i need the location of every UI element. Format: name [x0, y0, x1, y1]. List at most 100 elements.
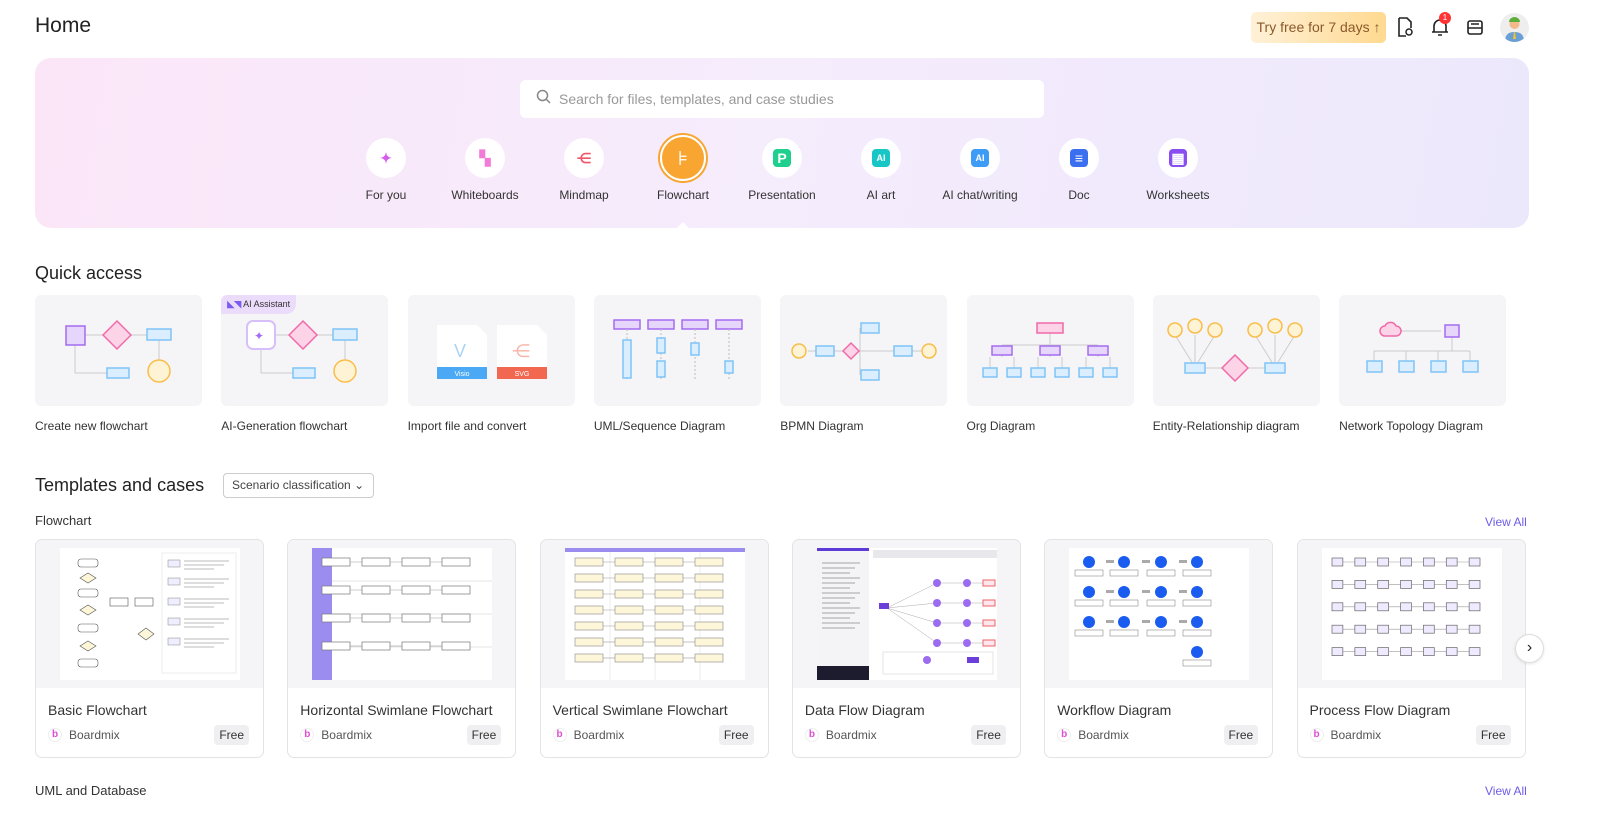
chevron-down-icon: ⌄	[354, 478, 365, 492]
arrow-up-icon: ↑	[1373, 19, 1381, 35]
category-ai-art[interactable]: AI AI art	[831, 138, 931, 202]
flowchart-icon: ⊧	[660, 135, 706, 181]
scenario-classification-dropdown[interactable]: Scenario classification ⌄	[223, 473, 374, 498]
author-name: Boardmix	[825, 728, 877, 742]
category-doc[interactable]: ≡ Doc	[1029, 138, 1129, 202]
template-author: b Boardmix	[300, 728, 372, 742]
uml-sequence-diagram-thumbnail	[593, 295, 761, 406]
category-for-you[interactable]: ✦ For you	[336, 138, 436, 202]
template-name: Horizontal Swimlane Flowchart	[300, 702, 493, 718]
templates-title: Templates and cases	[35, 475, 205, 495]
active-pointer	[676, 222, 690, 229]
price-badge: Free	[1475, 725, 1511, 745]
ai-generation-flowchart-thumbnail: ✦ ◣◥ AI Assistant	[221, 295, 389, 406]
quick-access-label: AI-Generation flowchart	[221, 419, 348, 433]
whiteboard-icon: ▚	[465, 138, 505, 178]
category-label: Whiteboards	[451, 188, 519, 202]
view-all-flowchart-link[interactable]: View All	[1485, 515, 1527, 529]
category-label: For you	[365, 188, 407, 202]
template-author: b Boardmix	[48, 728, 120, 742]
svg-text:Visio: Visio	[454, 371, 469, 378]
sparkle-icon: ✦	[366, 138, 406, 178]
worksheet-icon: ▦	[1158, 138, 1198, 178]
quick-access-title: Quick access	[35, 263, 143, 283]
ai-assistant-tag: ◣◥ AI Assistant	[221, 295, 297, 314]
template-card-horizontal-swimlane-flowchart[interactable]: Horizontal Swimlane Flowchart b Boardmix Fr…	[287, 539, 517, 758]
quick-access-label: Import file and convert	[407, 419, 527, 433]
ai-tag-label: AI Assistant	[243, 299, 291, 309]
quick-access-import-file-and-convert[interactable]: Visio V SVG ⋲ Import file and convert	[407, 295, 575, 433]
quick-access-bpmn-diagram[interactable]: BPMN Diagram	[780, 295, 948, 433]
svg-text:V: V	[454, 341, 466, 361]
network-topology-diagram-thumbnail	[1339, 295, 1507, 406]
boardmix-logo-icon: b	[48, 728, 62, 742]
author-name: Boardmix	[1330, 728, 1382, 742]
quick-access-network-topology-diagram[interactable]: Network Topology Diagram	[1339, 295, 1507, 433]
template-card-process-flow-diagram[interactable]: Process Flow Diagram b Boardmix Free	[1296, 539, 1526, 758]
svg-text:SVG: SVG	[514, 371, 529, 378]
quick-access-ai-generation-flowchart[interactable]: ✦ ◣◥ AI Assistant AI-Generation flowchart	[221, 295, 389, 433]
boardmix-logo-icon: b	[804, 728, 819, 742]
template-thumbnail	[36, 540, 263, 688]
template-thumbnail	[792, 540, 1020, 688]
template-card-vertical-swimlane-flowchart[interactable]: Vertical Swimlane Flowchart b Boardmix Free	[539, 539, 769, 758]
section-title-uml: UML and Database	[35, 783, 147, 798]
template-name: Vertical Swimlane Flowchart	[552, 702, 728, 718]
boardmix-logo-icon: b	[1057, 728, 1072, 742]
import-file-and-convert-thumbnail: Visio V SVG ⋲	[407, 295, 575, 406]
avatar[interactable]	[1500, 13, 1529, 42]
price-badge: Free	[1223, 725, 1259, 745]
entity-relationship-diagram-thumbnail	[1152, 295, 1320, 406]
search-box[interactable]	[520, 80, 1044, 118]
category-presentation[interactable]: P Presentation	[732, 138, 832, 202]
chevron-right-icon: ›	[1526, 639, 1533, 656]
category-whiteboards[interactable]: ▚ Whiteboards	[435, 138, 535, 202]
boardmix-logo-icon: b	[300, 728, 315, 742]
search-icon	[536, 89, 551, 109]
category-mindmap[interactable]: ⋲ Mindmap	[534, 138, 634, 202]
section-title-flowchart: Flowchart	[35, 513, 92, 528]
category-label: Worksheets	[1146, 188, 1210, 202]
doc-icon: ≡	[1059, 138, 1099, 178]
inbox-icon[interactable]	[1464, 16, 1486, 38]
ai-chat-icon: AI	[960, 138, 1000, 178]
category-label: Flowchart	[656, 188, 709, 202]
template-card-workflow-diagram[interactable]: Workflow Diagram b Boardmix Free	[1044, 539, 1274, 758]
template-card-data-flow-diagram[interactable]: Data Flow Diagram b Boardmix Free	[791, 539, 1021, 758]
search-input[interactable]	[559, 91, 999, 107]
category-label: AI art	[866, 188, 896, 202]
quick-access-label: Entity-Relationship diagram	[1152, 419, 1300, 433]
view-all-uml-link[interactable]: View All	[1485, 784, 1527, 798]
template-thumbnail	[288, 540, 516, 688]
template-thumbnail	[1297, 540, 1525, 688]
quick-access-create-new-flowchart[interactable]: Create new flowchart	[35, 295, 202, 433]
author-name: Boardmix	[69, 728, 120, 742]
quick-access-org-diagram[interactable]: Org Diagram	[966, 295, 1134, 433]
category-label: Presentation	[748, 188, 816, 202]
quick-access-label: UML/Sequence Diagram	[593, 419, 726, 433]
template-author: b Boardmix	[1309, 728, 1382, 742]
boardmix-logo-icon: b	[1309, 728, 1324, 742]
category-flowchart[interactable]: ⊧ Flowchart	[633, 135, 733, 202]
file-link-icon[interactable]	[1394, 16, 1416, 38]
template-name: Workflow Diagram	[1057, 702, 1172, 718]
category-label: Doc	[1068, 188, 1090, 202]
mindmap-icon: ⋲	[564, 138, 604, 178]
category-label: AI chat/writing	[942, 188, 1018, 202]
bpmn-diagram-thumbnail	[780, 295, 948, 406]
author-name: Boardmix	[573, 728, 625, 742]
dropdown-label: Scenario classification	[232, 478, 351, 492]
category-ai-chat-writing[interactable]: AI AI chat/writing	[930, 138, 1030, 202]
template-card-basic-flowchart[interactable]: Basic Flowchart b Boardmix Free	[35, 539, 264, 758]
org-diagram-thumbnail	[966, 295, 1134, 406]
template-name: Data Flow Diagram	[804, 702, 925, 718]
next-arrow-button[interactable]: ›	[1515, 634, 1544, 663]
quick-access-entity-relationship-diagram[interactable]: Entity-Relationship diagram	[1152, 295, 1320, 433]
quick-access-label: Network Topology Diagram	[1339, 419, 1483, 433]
category-worksheets[interactable]: ▦ Worksheets	[1128, 138, 1228, 202]
quick-access-uml-sequence-diagram[interactable]: UML/Sequence Diagram	[593, 295, 761, 433]
quick-access-label: Create new flowchart	[35, 419, 148, 433]
try-free-button[interactable]: Try free for 7 days ↑	[1251, 12, 1386, 43]
svg-text:✦: ✦	[254, 329, 264, 343]
svg-text:⋲: ⋲	[512, 341, 530, 361]
